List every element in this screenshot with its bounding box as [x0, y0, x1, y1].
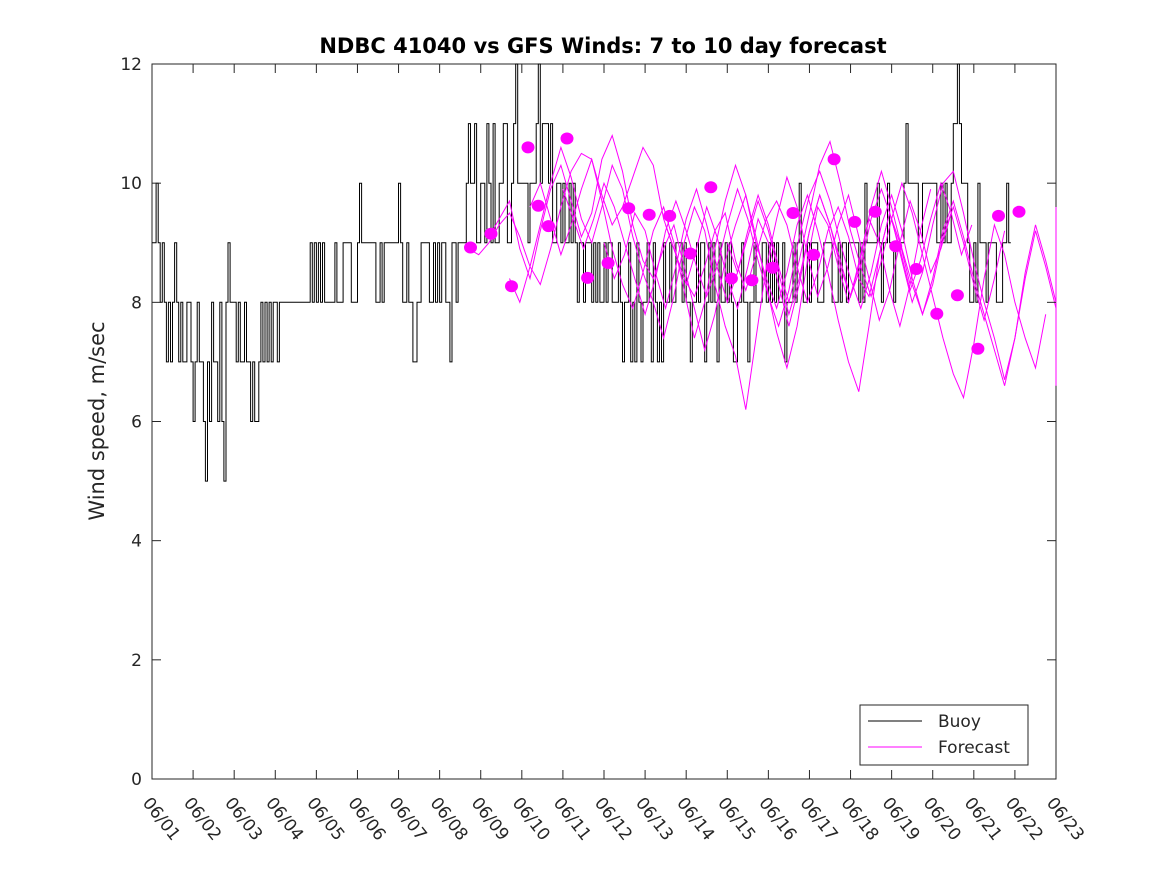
forecast-points [464, 132, 1026, 355]
y-axis: 0 2 4 6 8 10 12 [120, 55, 142, 790]
forecast-point [560, 132, 574, 145]
forecast-point [724, 272, 738, 285]
forecast-point [971, 342, 985, 355]
forecast-point [848, 215, 862, 228]
forecast-point [766, 261, 779, 274]
forecast-point [868, 205, 882, 218]
forecast-point [827, 153, 841, 166]
forecast-point [542, 220, 555, 233]
forecast-point [909, 263, 923, 275]
forecast-point [642, 208, 656, 221]
chart-title: NDBC 41040 vs GFS Winds: 7 to 10 day for… [319, 34, 886, 58]
forecast-point [807, 248, 821, 261]
legend-label-forecast: Forecast [938, 738, 1010, 758]
forecast-point [531, 199, 545, 212]
forecast-series [468, 134, 1057, 410]
forecast-run-7 [665, 170, 1057, 386]
y-tick-label: 0 [131, 770, 142, 790]
legend: Buoy Forecast [859, 704, 1029, 766]
forecast-point [889, 240, 903, 253]
y-tick-label: 6 [131, 413, 142, 433]
legend-label-buoy: Buoy [938, 712, 981, 732]
y-tick-label: 12 [120, 55, 142, 75]
plot-frame [151, 63, 1057, 780]
forecast-point [484, 227, 498, 240]
forecast-point [1012, 205, 1026, 218]
forecast-point [521, 141, 535, 154]
y-axis-label: Wind speed, m/sec [85, 321, 109, 520]
forecast-run-8 [726, 169, 1057, 386]
forecast-point [786, 207, 800, 219]
forecast-point [581, 271, 595, 284]
forecast-point [663, 209, 677, 222]
y-tick-label: 2 [131, 651, 142, 671]
plot-area [151, 63, 1057, 780]
forecast-point [950, 289, 964, 302]
forecast-point [505, 280, 518, 293]
forecast-run-3 [509, 145, 952, 410]
forecast-point [622, 202, 636, 215]
forecast-run-2 [488, 134, 932, 370]
y-tick-label: 10 [120, 174, 142, 194]
forecast-point [464, 241, 477, 254]
legend-box [859, 704, 1029, 766]
forecast-point [745, 274, 759, 287]
y-tick-label: 4 [131, 532, 142, 552]
forecast-point [704, 181, 718, 194]
axis-ticks [151, 63, 1057, 780]
y-tick-label: 8 [131, 293, 142, 313]
forecast-point [601, 257, 615, 269]
forecast-point [992, 209, 1005, 222]
forecast-point [930, 307, 944, 320]
forecast-point [683, 247, 697, 260]
